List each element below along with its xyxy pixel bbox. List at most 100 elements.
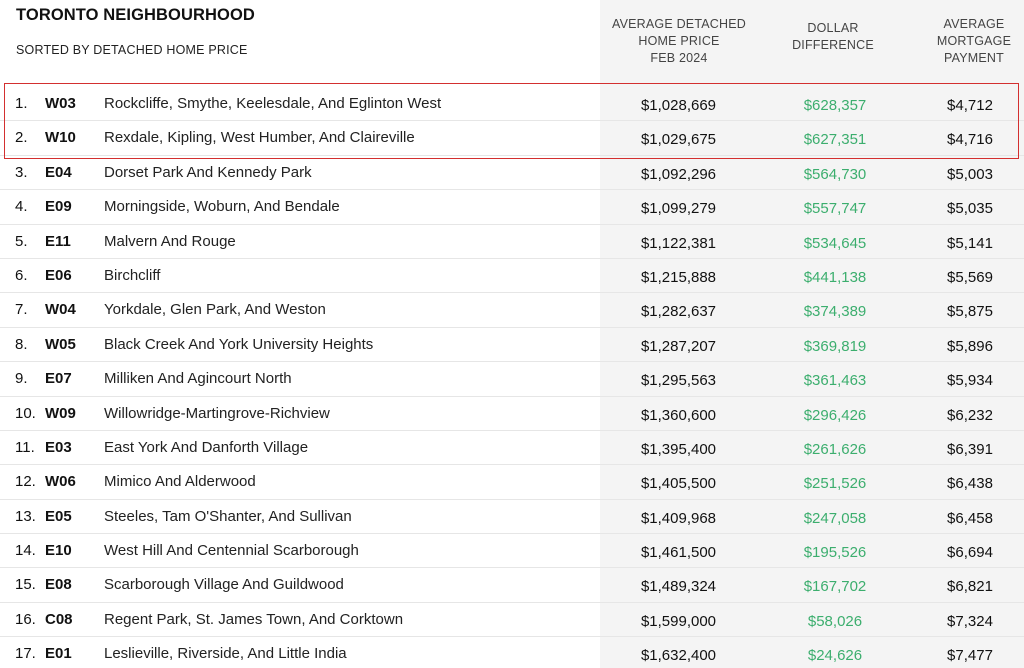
row-mortgage-payment: $5,003: [947, 165, 993, 183]
row-mortgage-payment: $4,716: [947, 131, 993, 149]
row-district-code: E07: [45, 370, 72, 388]
row-average-price: $1,409,968: [640, 509, 717, 527]
row-rank: 7.: [15, 301, 28, 319]
row-average-price: $1,461,500: [640, 544, 717, 562]
row-neighbourhood-name: Scarborough Village And Guildwood: [104, 576, 344, 594]
row-dollar-difference: $627,351: [803, 131, 867, 149]
row-average-price: $1,489,324: [640, 578, 717, 596]
row-neighbourhood-name: East York And Danforth Village: [104, 438, 309, 456]
table-row: 6. E06 Birchcliff $1,215,888 $441,138 $5,569: [0, 259, 1024, 294]
row-mortgage-payment: $7,324: [947, 612, 993, 630]
row-dollar-difference: $167,702: [803, 578, 867, 596]
table-row: 16. C08 Regent Park, St. James Town, And C…: [0, 603, 1024, 638]
row-average-price: $1,599,000: [640, 612, 717, 630]
row-rank: 9.: [15, 370, 28, 388]
row-mortgage-payment: $7,477: [947, 647, 993, 665]
row-rank: 16.: [15, 610, 36, 628]
row-dollar-difference: $251,526: [803, 475, 867, 493]
row-neighbourhood-name: Morningside, Woburn, And Bendale: [104, 198, 340, 216]
row-average-price: $1,287,207: [640, 337, 717, 355]
column-header-mortgage: AVERAGE MORTGAGE PAYMENT: [918, 16, 1024, 67]
table-row: 11. E03 East York And Danforth Village $1,3…: [0, 431, 1024, 466]
row-neighbourhood-name: Willowridge-Martingrove-Richview: [104, 404, 330, 422]
row-mortgage-payment: $5,875: [947, 303, 993, 321]
row-neighbourhood-name: West Hill And Centennial Scarborough: [104, 542, 359, 560]
table-row: 1. W03 Rockcliffe, Smythe, Keelesdale, And…: [0, 87, 1024, 122]
row-dollar-difference: $296,426: [803, 406, 867, 424]
row-rank: 8.: [15, 335, 28, 353]
row-neighbourhood-name: Rexdale, Kipling, West Humber, And Clair…: [104, 129, 415, 147]
row-dollar-difference: $58,026: [807, 612, 863, 630]
table-subtitle: SORTED BY DETACHED HOME PRICE: [16, 43, 248, 57]
row-district-code: E05: [45, 507, 72, 525]
row-rank: 1.: [15, 95, 28, 112]
table-row: 2. W10 Rexdale, Kipling, West Humber, And …: [0, 121, 1024, 156]
row-neighbourhood-name: Yorkdale, Glen Park, And Weston: [104, 301, 326, 319]
column-header-price-line: HOME PRICE: [638, 34, 720, 48]
column-header-mortgage-line: AVERAGE: [943, 17, 1005, 31]
table-row: 9. E07 Milliken And Agincourt North $1,295,…: [0, 362, 1024, 397]
row-dollar-difference: $361,463: [803, 372, 867, 390]
row-rank: 10.: [15, 404, 36, 422]
row-mortgage-payment: $6,232: [947, 406, 993, 424]
row-average-price: $1,632,400: [640, 647, 717, 665]
row-rank: 6.: [15, 266, 28, 284]
column-header-mortgage-line: PAYMENT: [944, 51, 1004, 65]
row-neighbourhood-name: Mimico And Alderwood: [104, 473, 256, 491]
column-header-difference: DOLLAR DIFFERENCE: [768, 20, 898, 54]
row-dollar-difference: $374,389: [803, 303, 867, 321]
table-row: 4. E09 Morningside, Woburn, And Bendale $1,…: [0, 190, 1024, 225]
row-district-code: E09: [45, 198, 72, 216]
row-dollar-difference: $261,626: [803, 440, 867, 458]
row-dollar-difference: $369,819: [803, 337, 867, 355]
row-district-code: W06: [45, 473, 76, 491]
row-mortgage-payment: $5,934: [947, 372, 993, 390]
row-average-price: $1,295,563: [640, 372, 717, 390]
row-rank: 2.: [15, 129, 28, 147]
row-average-price: $1,029,675: [640, 131, 717, 149]
row-mortgage-payment: $4,712: [947, 97, 993, 114]
row-average-price: $1,282,637: [640, 303, 717, 321]
column-header-difference-line: DIFFERENCE: [792, 38, 874, 52]
row-neighbourhood-name: Black Creek And York University Heights: [104, 335, 374, 353]
row-mortgage-payment: $6,458: [947, 509, 993, 527]
row-district-code: E11: [45, 232, 71, 250]
table-body: 1. W03 Rockcliffe, Smythe, Keelesdale, And…: [0, 87, 1024, 668]
row-dollar-difference: $24,626: [807, 647, 863, 665]
row-mortgage-payment: $6,438: [947, 475, 993, 493]
row-neighbourhood-name: Milliken And Agincourt North: [104, 370, 292, 388]
row-mortgage-payment: $6,391: [947, 440, 993, 458]
row-neighbourhood-name: Dorset Park And Kennedy Park: [104, 163, 312, 181]
row-rank: 12.: [15, 473, 36, 491]
table-row: 10. W09 Willowridge-Martingrove-Richview $1…: [0, 397, 1024, 431]
row-average-price: $1,028,669: [640, 97, 717, 114]
table-row: 17. E01 Leslieville, Riverside, And Little…: [0, 637, 1024, 668]
table-row: 7. W04 Yorkdale, Glen Park, And Weston $1,2…: [0, 293, 1024, 328]
row-district-code: W04: [45, 301, 76, 319]
row-dollar-difference: $564,730: [803, 165, 867, 183]
row-average-price: $1,405,500: [640, 475, 717, 493]
row-district-code: E08: [45, 576, 72, 594]
row-average-price: $1,122,381: [640, 234, 717, 252]
row-rank: 3.: [15, 163, 28, 181]
table-header: TORONTO NEIGHBOURHOOD SORTED BY DETACHED…: [0, 0, 1024, 84]
row-average-price: $1,360,600: [640, 406, 717, 424]
row-mortgage-payment: $5,141: [947, 234, 993, 252]
row-average-price: $1,215,888: [640, 268, 717, 286]
row-neighbourhood-name: Regent Park, St. James Town, And Corktow…: [104, 610, 404, 628]
row-average-price: $1,395,400: [640, 440, 717, 458]
row-dollar-difference: $441,138: [803, 268, 867, 286]
row-district-code: C08: [45, 610, 73, 628]
column-header-difference-line: DOLLAR: [807, 21, 859, 35]
row-average-price: $1,099,279: [640, 200, 717, 218]
row-district-code: E06: [45, 266, 72, 284]
column-header-mortgage-line: MORTGAGE: [936, 34, 1012, 48]
row-rank: 13.: [15, 507, 36, 525]
row-district-code: E03: [45, 438, 72, 456]
row-mortgage-payment: $6,821: [947, 578, 993, 596]
table-row: 12. W06 Mimico And Alderwood $1,405,500 $251…: [0, 465, 1024, 500]
table-row: 3. E04 Dorset Park And Kennedy Park $1,092,…: [0, 156, 1024, 191]
row-dollar-difference: $195,526: [803, 544, 867, 562]
column-header-price: AVERAGE DETACHED HOME PRICE FEB 2024: [604, 16, 754, 67]
row-rank: 14.: [15, 542, 36, 560]
